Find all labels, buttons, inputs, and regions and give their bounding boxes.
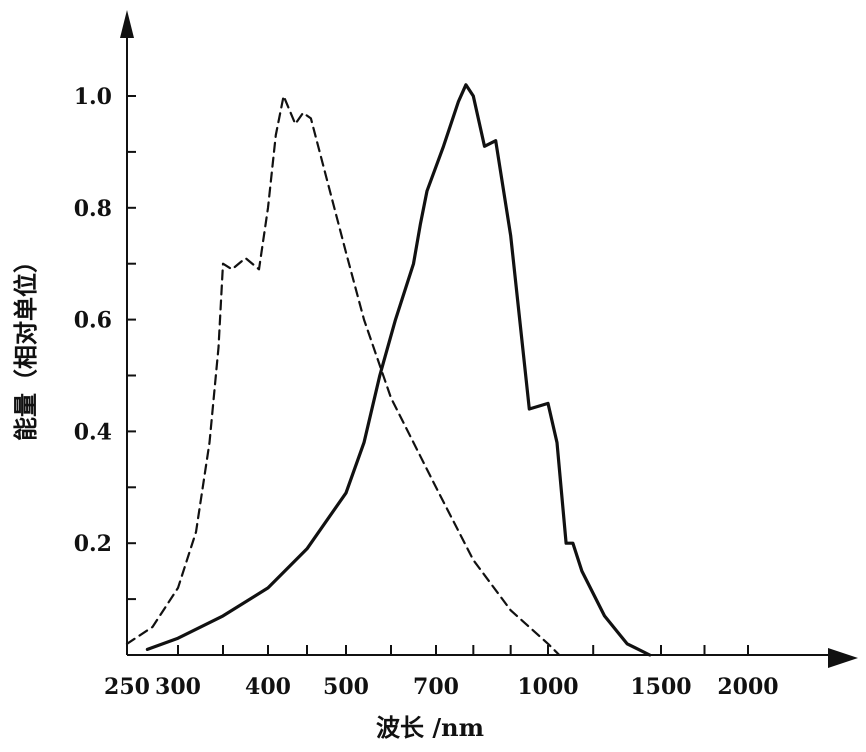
x-axis-title: 波长 /nm — [376, 713, 484, 742]
series-layer — [125, 83, 652, 657]
y-ticks: 0.2 0.4 0.6 0.8 1.0 — [74, 84, 136, 601]
x-tick-label: 400 — [245, 674, 291, 700]
y-tick-label: 1.0 — [74, 84, 112, 110]
x-ticks: 250 300 400 500 700 1000 1500 2000 — [104, 645, 779, 700]
y-tick-label: 0.6 — [74, 308, 112, 334]
x-tick-label: 300 — [155, 674, 201, 700]
y-tick-label: 0.2 — [74, 531, 112, 557]
y-axis-arrow — [120, 10, 134, 38]
x-tick-label: 700 — [413, 674, 459, 700]
x-tick-label: 500 — [323, 674, 369, 700]
dashed-series-line — [125, 94, 561, 657]
x-tick-label: 250 — [104, 674, 150, 700]
y-axis-title: 能量（相对单位） — [11, 249, 40, 441]
y-tick-label: 0.8 — [74, 196, 112, 222]
x-tick-label: 1500 — [630, 674, 691, 700]
x-tick-label: 1000 — [517, 674, 578, 700]
solid-series-line — [145, 83, 652, 657]
x-tick-label: 2000 — [717, 674, 778, 700]
y-tick-label: 0.4 — [74, 419, 112, 445]
x-axis-arrow — [828, 648, 858, 668]
